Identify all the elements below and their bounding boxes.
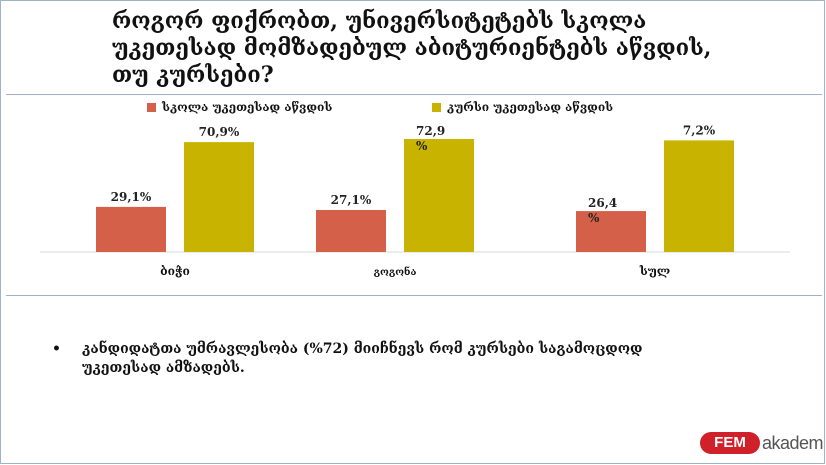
bullet-text: კანდიდატთა უმრავლესობა (%72) მიიჩნევს რო… [82, 341, 643, 376]
data-label-courses-1: 72,9% [416, 124, 445, 153]
legend-swatch-courses [432, 102, 441, 112]
data-label-school-0: 29,1% [111, 190, 152, 204]
title-line-1: როგორ ფიქრობთ, უნივერსიტეტებს სკოლა [112, 8, 647, 34]
title-line-2: უკეთესად მომზადებულ აბიტურიენტებს აწვდის… [112, 35, 712, 61]
category-label-2: სულ [639, 264, 670, 278]
logo-fem-badge: FEM [700, 432, 760, 454]
category-label-1: გოგონა [374, 265, 417, 278]
category-label-0: ბიჭი [160, 264, 190, 278]
bar-school-2 [576, 211, 646, 252]
slide-title: როგორ ფიქრობთ, უნივერსიტეტებს სკოლა უკეთ… [112, 8, 802, 89]
data-label-school-1: 27,1% [331, 193, 372, 207]
bar-courses-1 [404, 139, 474, 252]
chart-legend: სკოლა უკეთესად აწვდის კურსი უკეთესად აწვ… [0, 100, 826, 120]
data-label-school-2: 26,4% [588, 196, 617, 225]
bar-school-1 [316, 209, 386, 252]
bar-school-0 [96, 206, 166, 252]
data-label-courses-0: 70,9% [199, 125, 240, 139]
bar-courses-2 [664, 140, 734, 252]
chart-area-border [6, 94, 822, 296]
bullet-symbol: • [52, 341, 61, 357]
data-label-courses-2: 7,2% [683, 123, 716, 137]
bar-courses-0 [184, 142, 254, 252]
fem-akadem-logo: FEM akadem [700, 430, 824, 456]
legend-item-courses: კურსი უკეთესად აწვდის [432, 100, 613, 114]
title-line-3: თუ კურსები? [112, 62, 274, 88]
legend-label-school: სკოლა უკეთესად აწვდის [162, 100, 333, 114]
bar-chart: 29,1% 70,9% ბიჭი 27,1% 72,9 % გოგონა 26,4 % 7,2% ს… [40, 123, 790, 278]
logo-akadem-text: akadem [762, 433, 824, 453]
legend-label-courses: კურსი უკეთესად აწვდის [447, 100, 614, 114]
legend-swatch-school [147, 102, 156, 112]
legend-item-school: სკოლა უკეთესად აწვდის [147, 100, 332, 114]
